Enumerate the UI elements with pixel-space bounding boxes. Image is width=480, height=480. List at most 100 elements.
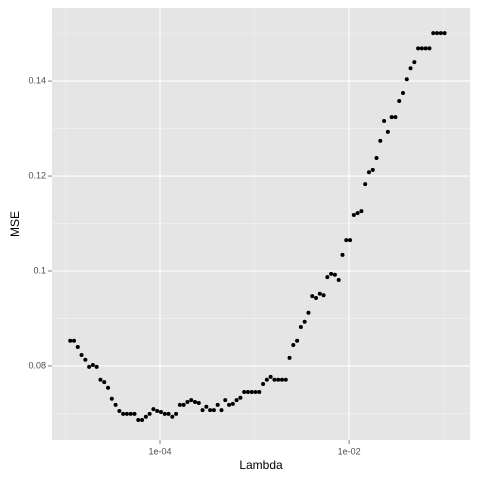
point xyxy=(98,377,103,382)
point xyxy=(321,293,326,298)
point xyxy=(419,46,424,51)
point xyxy=(400,90,405,95)
y-tick-label: 0.14 xyxy=(28,75,46,85)
point xyxy=(393,115,398,120)
point xyxy=(370,167,375,172)
panel-background xyxy=(52,8,470,440)
point xyxy=(378,138,383,143)
point xyxy=(435,31,440,36)
point xyxy=(374,156,379,161)
point xyxy=(185,400,190,405)
point xyxy=(227,402,232,407)
point xyxy=(124,411,129,416)
y-tick-label: 0.12 xyxy=(28,170,46,180)
point xyxy=(158,409,163,414)
point xyxy=(121,411,126,416)
point xyxy=(90,362,95,367)
point xyxy=(325,275,330,280)
point xyxy=(397,99,402,104)
point xyxy=(366,170,371,175)
point xyxy=(306,310,311,315)
point xyxy=(155,409,160,414)
point xyxy=(355,211,360,216)
point xyxy=(408,66,413,71)
point xyxy=(140,418,145,423)
point xyxy=(200,408,205,413)
y-tick-label: 0.1 xyxy=(33,265,46,275)
point xyxy=(317,291,322,296)
point xyxy=(442,31,447,36)
point xyxy=(404,77,409,82)
point xyxy=(75,344,80,349)
x-axis-title: Lambda xyxy=(239,458,283,472)
point xyxy=(166,411,171,416)
point xyxy=(219,408,224,413)
point xyxy=(272,377,277,382)
point xyxy=(71,338,76,343)
x-tick-label: 1e-04 xyxy=(149,446,172,456)
point xyxy=(117,409,122,414)
point xyxy=(68,338,73,343)
point xyxy=(276,377,281,382)
point xyxy=(302,319,307,324)
point xyxy=(208,408,213,413)
point xyxy=(242,390,247,395)
point xyxy=(204,404,209,409)
point xyxy=(181,402,186,407)
point xyxy=(249,390,254,395)
point xyxy=(94,364,99,369)
point xyxy=(113,402,118,407)
point xyxy=(193,400,198,405)
y-tick-label: 0.08 xyxy=(28,360,46,370)
point xyxy=(132,411,137,416)
point xyxy=(336,278,341,283)
point xyxy=(128,411,133,416)
point xyxy=(215,402,220,407)
point xyxy=(314,296,319,301)
point xyxy=(283,377,288,382)
point xyxy=(162,411,167,416)
point xyxy=(382,118,387,123)
point xyxy=(151,407,156,412)
point xyxy=(359,209,364,214)
point xyxy=(253,390,258,395)
point xyxy=(348,238,353,243)
point xyxy=(79,353,84,358)
point xyxy=(332,272,337,277)
point xyxy=(389,115,394,120)
point xyxy=(351,212,356,217)
point xyxy=(287,355,292,360)
point xyxy=(189,398,194,403)
point xyxy=(279,377,284,382)
point xyxy=(83,357,88,362)
x-tick-label: 1e-02 xyxy=(338,446,361,456)
point xyxy=(136,418,141,423)
point xyxy=(177,402,182,407)
point xyxy=(223,398,228,403)
point xyxy=(291,343,296,348)
point xyxy=(298,325,303,330)
point xyxy=(431,31,436,36)
point xyxy=(385,129,390,134)
point xyxy=(143,414,148,419)
point xyxy=(234,398,239,403)
point xyxy=(340,252,345,257)
point xyxy=(363,182,368,187)
point xyxy=(238,395,243,400)
point xyxy=(268,374,273,379)
point xyxy=(438,31,443,36)
point xyxy=(329,271,334,276)
point xyxy=(147,411,152,416)
point xyxy=(416,46,421,51)
point xyxy=(412,60,417,65)
point xyxy=(211,408,216,413)
point xyxy=(102,380,107,385)
point xyxy=(423,46,428,51)
point xyxy=(87,364,92,369)
point xyxy=(174,411,179,416)
point xyxy=(196,400,201,405)
point xyxy=(245,390,250,395)
point xyxy=(106,385,111,390)
point xyxy=(427,46,432,51)
